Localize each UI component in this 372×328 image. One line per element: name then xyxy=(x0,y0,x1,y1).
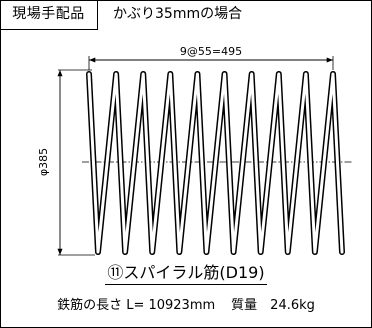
spiral-coil xyxy=(87,72,344,254)
bar-summary: 鉄筋の長さ L= 10923mm 質量 24.6kg xyxy=(0,296,372,316)
bar-mass: 質量 24.6kg xyxy=(231,298,315,313)
pitch-label: 9@55=495 xyxy=(180,45,242,58)
header-tag: 現場手配品 xyxy=(0,0,98,30)
header-title: かぶり35mmの場合 xyxy=(113,6,243,22)
bar-caption-text: ⑪スパイラル筋(D19) xyxy=(105,262,267,285)
bar-caption: ⑪スパイラル筋(D19) xyxy=(0,262,372,285)
diameter-label: φ385 xyxy=(37,148,50,176)
bar-length: 鉄筋の長さ L= 10923mm xyxy=(57,298,216,313)
